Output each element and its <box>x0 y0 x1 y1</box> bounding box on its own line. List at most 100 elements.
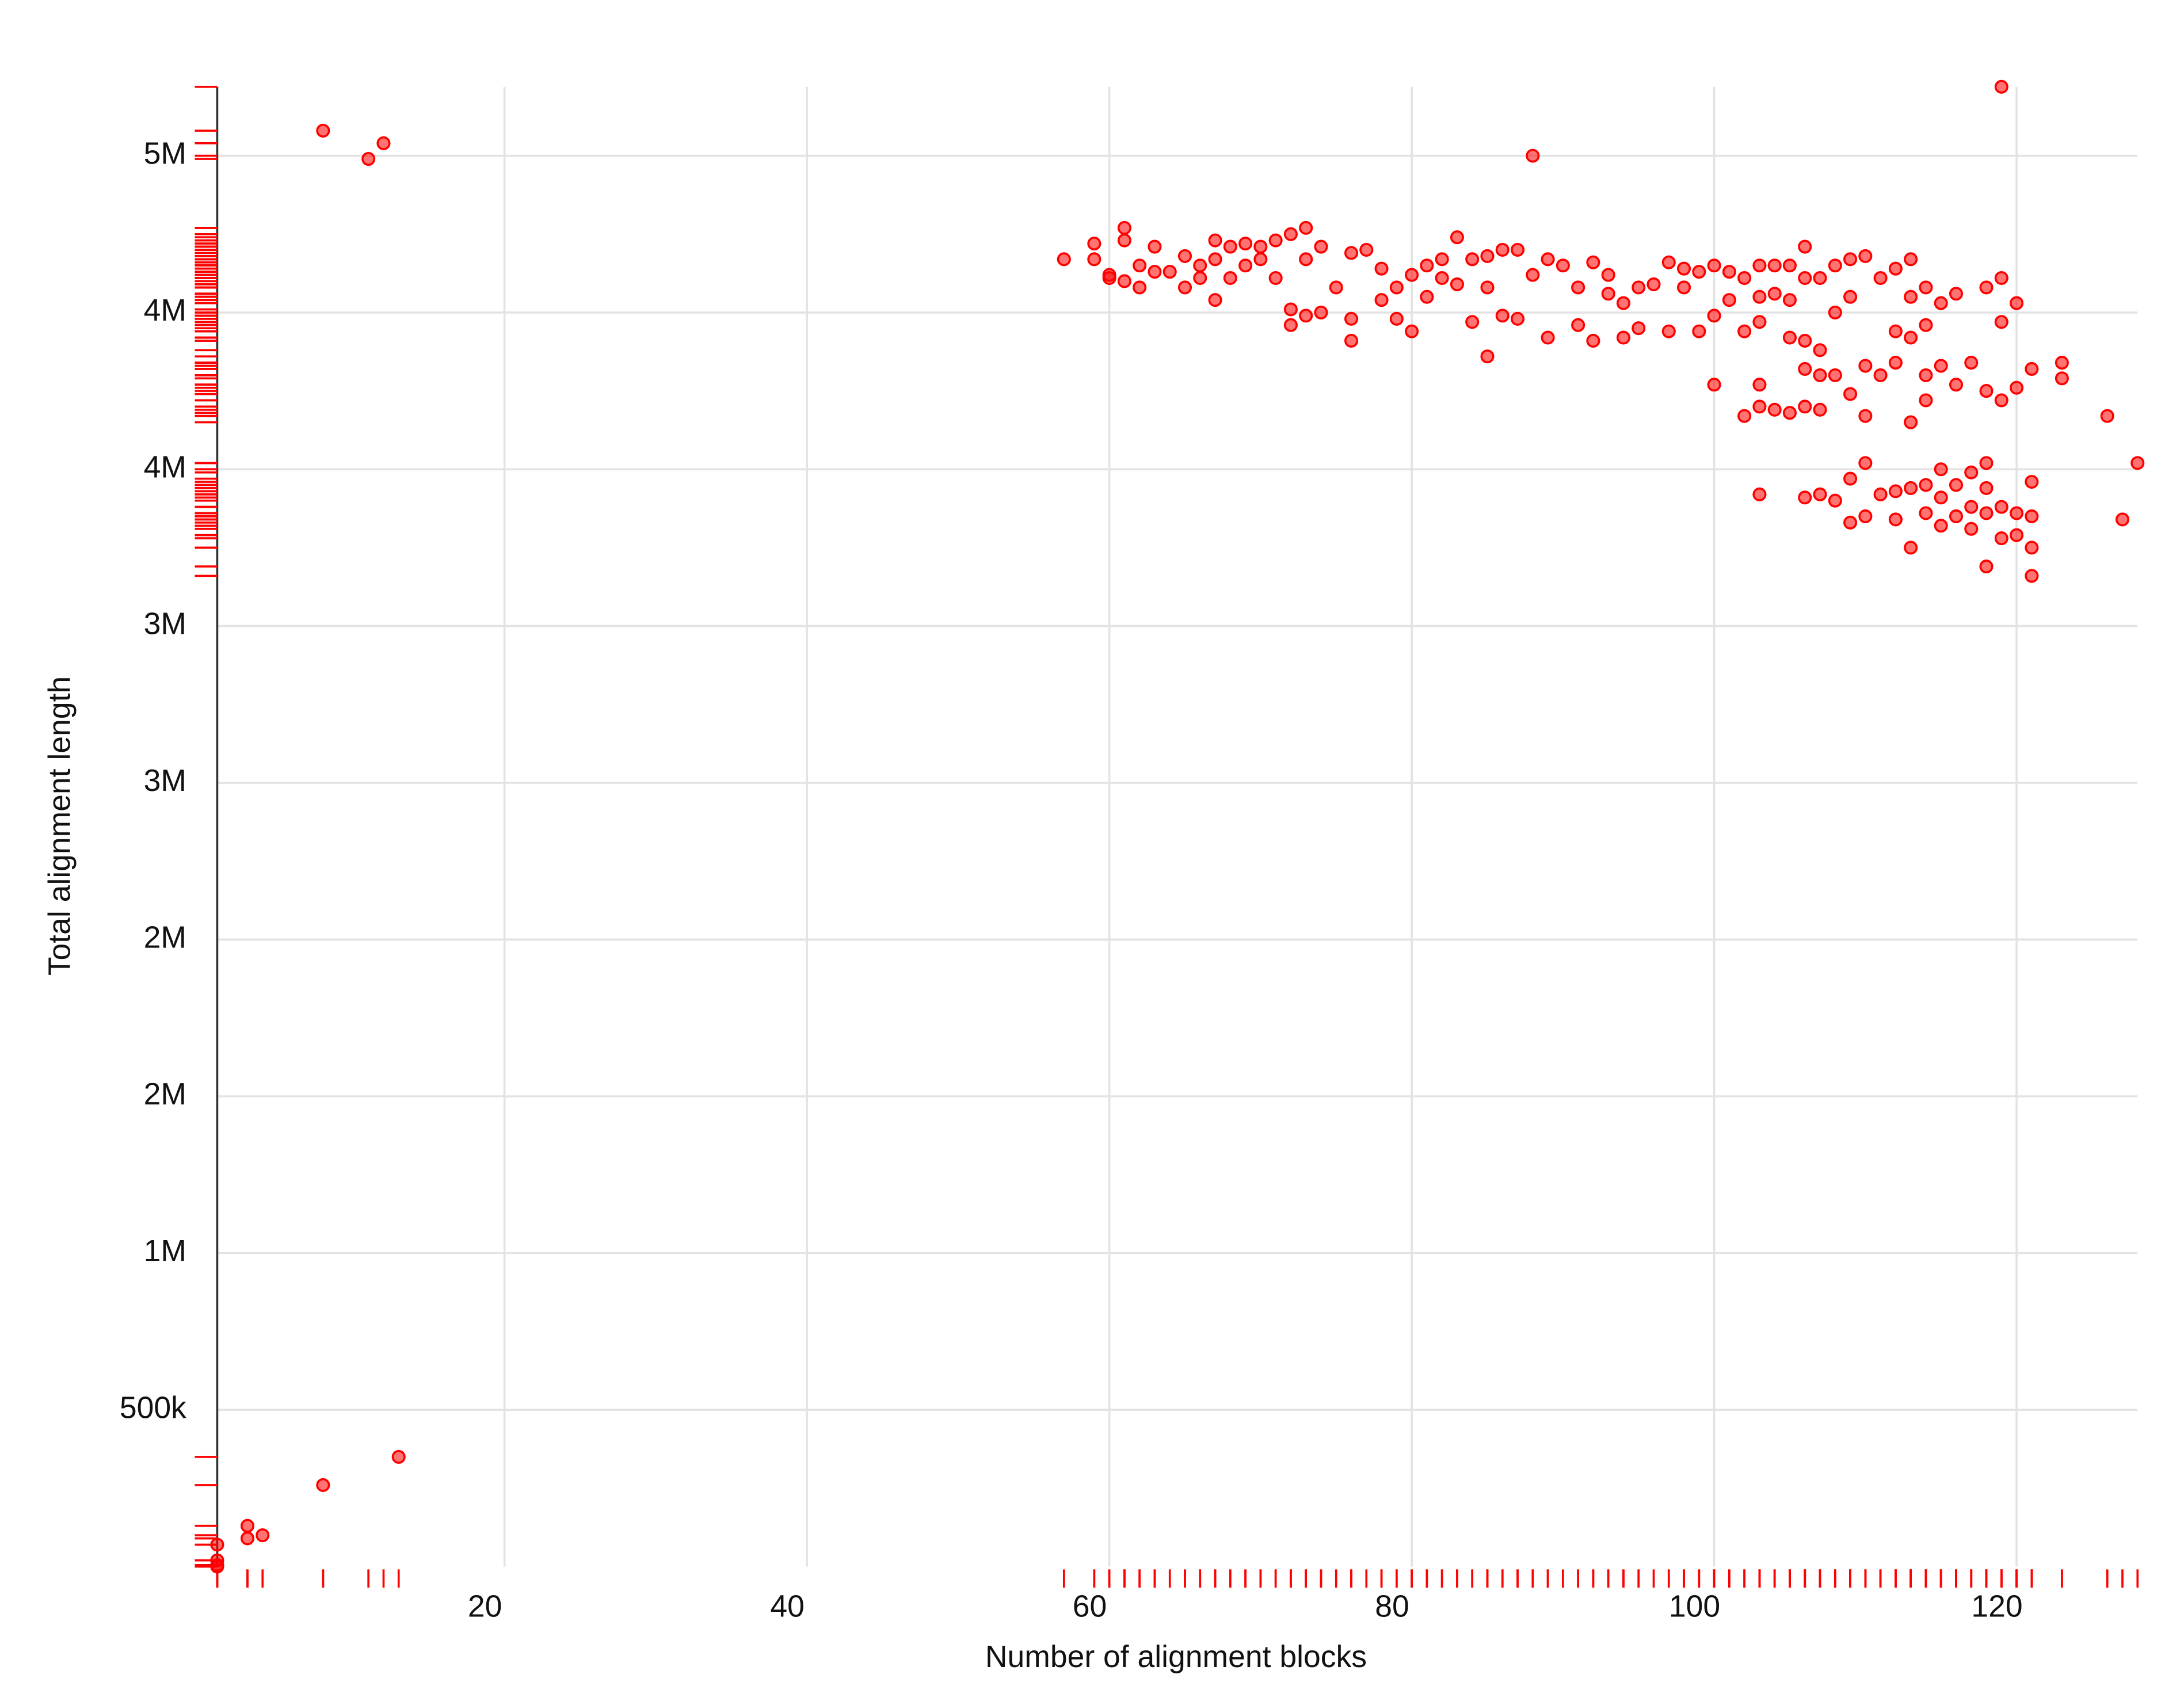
point <box>256 1528 270 1543</box>
point <box>2055 371 2069 386</box>
point <box>1994 271 2008 286</box>
y-tick-label: 3M <box>144 607 186 641</box>
point <box>1994 500 2008 514</box>
point <box>1405 324 1419 338</box>
point <box>1828 305 1842 319</box>
point <box>1752 487 1767 501</box>
point <box>1556 258 1570 273</box>
point <box>1223 271 1237 286</box>
y-tick-label: 1M <box>144 1234 186 1268</box>
y-tick-label: 4M <box>144 450 186 484</box>
point <box>316 124 330 138</box>
point <box>1813 487 1827 501</box>
point <box>1722 265 1736 279</box>
point <box>1964 500 1979 514</box>
point <box>210 1559 224 1574</box>
y-tick-label: 4M <box>144 294 186 328</box>
point <box>1782 293 1797 307</box>
y-tick-label: 2M <box>144 1078 186 1112</box>
point <box>1979 481 1994 495</box>
point <box>1979 384 1994 398</box>
point <box>1283 302 1298 317</box>
x-tick-label: 20 <box>468 1590 502 1624</box>
x-tick-label: 100 <box>1669 1590 1720 1624</box>
point <box>1405 268 1419 282</box>
point <box>1798 490 1812 505</box>
point <box>1767 287 1782 301</box>
point <box>391 1449 406 1464</box>
point <box>1465 252 1480 267</box>
point <box>2025 361 2039 376</box>
y-tick-label: 5M <box>144 137 186 171</box>
point <box>1329 280 1343 295</box>
point <box>2010 380 2024 395</box>
point <box>1782 258 1797 273</box>
point <box>1571 318 1585 332</box>
point <box>1359 242 1374 257</box>
point <box>1828 368 1842 382</box>
point <box>1299 309 1313 323</box>
point <box>1919 368 1933 382</box>
point <box>1677 280 1691 295</box>
point <box>1238 258 1253 273</box>
point <box>1344 311 1359 326</box>
point <box>1798 361 1812 376</box>
point <box>1994 393 2008 408</box>
point <box>1480 249 1495 263</box>
point <box>1268 271 1283 286</box>
point <box>1420 290 1434 304</box>
y-tick-label: 500k <box>120 1391 186 1425</box>
point <box>1510 311 1525 326</box>
point <box>1919 478 1933 492</box>
point <box>1828 258 1842 273</box>
point <box>1828 493 1842 508</box>
point <box>2010 506 2024 520</box>
point <box>1979 456 1994 470</box>
point <box>1661 324 1676 338</box>
x-tick-label: 60 <box>1073 1590 1107 1624</box>
point <box>1208 233 1222 248</box>
point <box>1087 252 1101 267</box>
point <box>1994 531 2008 546</box>
point <box>1737 409 1752 423</box>
point <box>1571 280 1585 295</box>
point <box>1858 409 1873 423</box>
x-tick-label: 80 <box>1375 1590 1409 1624</box>
point <box>1616 296 1630 310</box>
point <box>1888 356 1903 370</box>
point <box>1299 252 1313 267</box>
point <box>1344 333 1359 348</box>
point <box>1904 415 1918 429</box>
point <box>1979 560 1994 574</box>
point <box>1858 249 1873 263</box>
point <box>1782 406 1797 420</box>
point <box>1616 330 1630 345</box>
point <box>1904 290 1918 304</box>
point <box>2025 509 2039 523</box>
point <box>1480 280 1495 295</box>
point <box>1148 265 1162 279</box>
point <box>1798 399 1812 414</box>
point <box>1949 378 1964 392</box>
point <box>1888 512 1903 527</box>
point <box>1964 465 1979 480</box>
point <box>1934 519 1948 533</box>
point <box>2115 512 2130 527</box>
point <box>1692 265 1706 279</box>
point <box>1148 239 1162 254</box>
point <box>1979 280 1994 295</box>
point <box>1737 271 1752 286</box>
point <box>1843 290 1858 304</box>
point <box>1904 252 1918 267</box>
point <box>1586 333 1600 348</box>
x-tick-label: 40 <box>770 1590 805 1624</box>
point <box>1133 280 1147 295</box>
point <box>1102 268 1116 282</box>
point <box>1813 343 1827 357</box>
point <box>1632 280 1646 295</box>
point <box>1964 522 1979 536</box>
point <box>1752 258 1767 273</box>
point <box>1752 399 1767 414</box>
point <box>1707 378 1721 392</box>
